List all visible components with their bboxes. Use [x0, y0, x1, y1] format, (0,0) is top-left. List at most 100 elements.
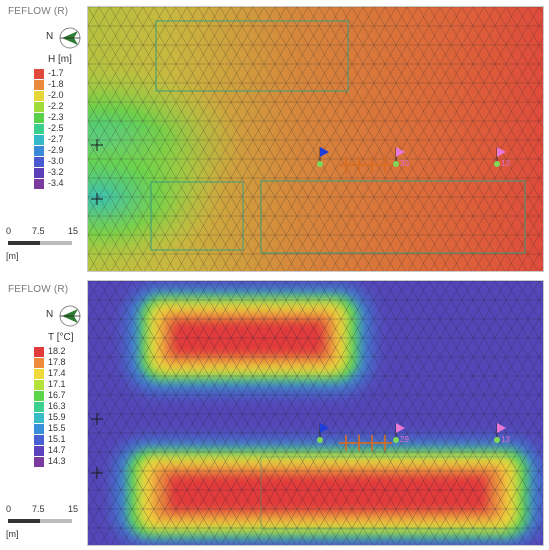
temperature-map[interactable]: 29 13	[87, 280, 544, 546]
legend-item: -2.0	[34, 90, 84, 101]
legend-label: 18.2	[48, 346, 66, 356]
legend-label: 17.8	[48, 357, 66, 367]
legend-swatch	[34, 79, 44, 90]
legend-label: 16.3	[48, 401, 66, 411]
legend-label: 15.9	[48, 412, 66, 422]
legend-swatch	[34, 134, 44, 145]
legend-item: -2.7	[34, 134, 84, 145]
scale-unit: [m]	[6, 251, 19, 261]
legend-swatch	[34, 445, 44, 456]
legend-item: 16.3	[34, 401, 84, 412]
legend-swatch	[34, 68, 44, 79]
legend-label: -3.4	[48, 178, 64, 188]
north-arrow: N	[46, 26, 86, 50]
legend-item: 14.7	[34, 445, 84, 456]
scale-unit: [m]	[6, 529, 19, 539]
legend-item: 17.8	[34, 357, 84, 368]
legend-swatch	[34, 357, 44, 368]
legend-item: 16.7	[34, 390, 84, 401]
legend-label: 16.7	[48, 390, 66, 400]
legend-item: 17.1	[34, 379, 84, 390]
north-arrow-icon	[59, 27, 81, 49]
scale-tick: 0	[6, 504, 12, 514]
legend-item: -1.7	[34, 68, 84, 79]
legend-title: H [m]	[48, 54, 72, 65]
legend-swatch	[34, 112, 44, 123]
scale-segment	[40, 241, 72, 245]
scale-segment	[40, 519, 72, 523]
scale-bar: 0 7.5 15 [m]	[6, 504, 82, 544]
legend-title: T [°C]	[48, 332, 74, 343]
legend-swatch	[34, 379, 44, 390]
legend-item: 18.2	[34, 346, 84, 357]
legend-item: -1.8	[34, 79, 84, 90]
head-panel: FEFLOW (R) N H [m] -1.7 -1.8 -2.0 -2.2 -…	[0, 0, 549, 272]
head-map-canvas	[88, 7, 543, 271]
legend-label: 15.1	[48, 434, 66, 444]
legend-label: 15.5	[48, 423, 66, 433]
temperature-map-canvas	[88, 281, 543, 545]
scale-tick: 15	[68, 226, 79, 236]
legend-item: 15.5	[34, 423, 84, 434]
legend-swatch	[34, 90, 44, 101]
legend-swatch	[34, 434, 44, 445]
legend-swatch	[34, 368, 44, 379]
scale-tick: 15	[68, 504, 79, 514]
brand-label: FEFLOW (R)	[8, 6, 69, 17]
legend-label: -3.0	[48, 156, 64, 166]
well-label: 30	[400, 159, 409, 168]
legend-swatch	[34, 167, 44, 178]
legend-label: -2.3	[48, 112, 64, 122]
legend-label: -3.2	[48, 167, 64, 177]
legend-label: 14.3	[48, 456, 66, 466]
scale-segment	[8, 241, 40, 245]
legend-label: -2.7	[48, 134, 64, 144]
legend-label: 17.4	[48, 368, 66, 378]
legend-swatch	[34, 123, 44, 134]
legend-swatch	[34, 145, 44, 156]
scale-tick: 0	[6, 226, 12, 236]
legend-swatch	[34, 401, 44, 412]
legend-label: -2.9	[48, 145, 64, 155]
legend-label: 17.1	[48, 379, 66, 389]
well-label: 13	[501, 159, 510, 168]
head-map[interactable]: 30 13	[87, 6, 544, 272]
legend-items: -1.7 -1.8 -2.0 -2.2 -2.3 -2.5 -2.7 -2.9 …	[34, 68, 84, 189]
legend-label: -1.7	[48, 68, 64, 78]
legend-item: -3.0	[34, 156, 84, 167]
legend-swatch	[34, 456, 44, 467]
north-label: N	[46, 309, 54, 320]
legend-item: -3.2	[34, 167, 84, 178]
brand-label: FEFLOW (R)	[8, 284, 69, 295]
north-arrow: N	[46, 304, 86, 328]
legend-item: 14.3	[34, 456, 84, 467]
well-label: 13	[501, 435, 510, 444]
legend-item: -2.5	[34, 123, 84, 134]
legend-label: -2.2	[48, 101, 64, 111]
scale-bar: 0 7.5 15 [m]	[6, 226, 82, 266]
legend-swatch	[34, 101, 44, 112]
legend-item: -2.3	[34, 112, 84, 123]
north-arrow-icon	[59, 305, 81, 327]
legend-label: -2.0	[48, 90, 64, 100]
head-legend: H [m] -1.7 -1.8 -2.0 -2.2 -2.3 -2.5 -2.7…	[34, 54, 84, 189]
scale-tick: 7.5	[32, 504, 45, 514]
legend-label: 14.7	[48, 445, 66, 455]
legend-swatch	[34, 346, 44, 357]
legend-swatch	[34, 178, 44, 189]
legend-items: 18.2 17.8 17.4 17.1 16.7 16.3 15.9 15.5 …	[34, 346, 84, 467]
legend-item: 15.1	[34, 434, 84, 445]
legend-label: -1.8	[48, 79, 64, 89]
legend-swatch	[34, 390, 44, 401]
legend-item: 15.9	[34, 412, 84, 423]
legend-swatch	[34, 156, 44, 167]
well-label: 29	[400, 435, 409, 444]
scale-tick: 7.5	[32, 226, 45, 236]
legend-swatch	[34, 412, 44, 423]
north-label: N	[46, 31, 54, 42]
legend-item: 17.4	[34, 368, 84, 379]
legend-label: -2.5	[48, 123, 64, 133]
legend-item: -2.9	[34, 145, 84, 156]
legend-swatch	[34, 423, 44, 434]
legend-item: -3.4	[34, 178, 84, 189]
